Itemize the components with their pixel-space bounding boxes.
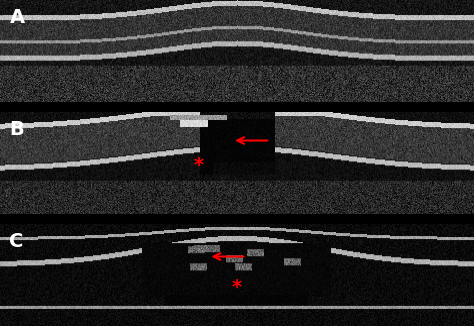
Text: A: A [9, 8, 25, 27]
Text: *: * [232, 278, 242, 297]
Text: B: B [9, 120, 24, 139]
Text: C: C [9, 232, 24, 251]
Text: *: * [194, 156, 204, 174]
